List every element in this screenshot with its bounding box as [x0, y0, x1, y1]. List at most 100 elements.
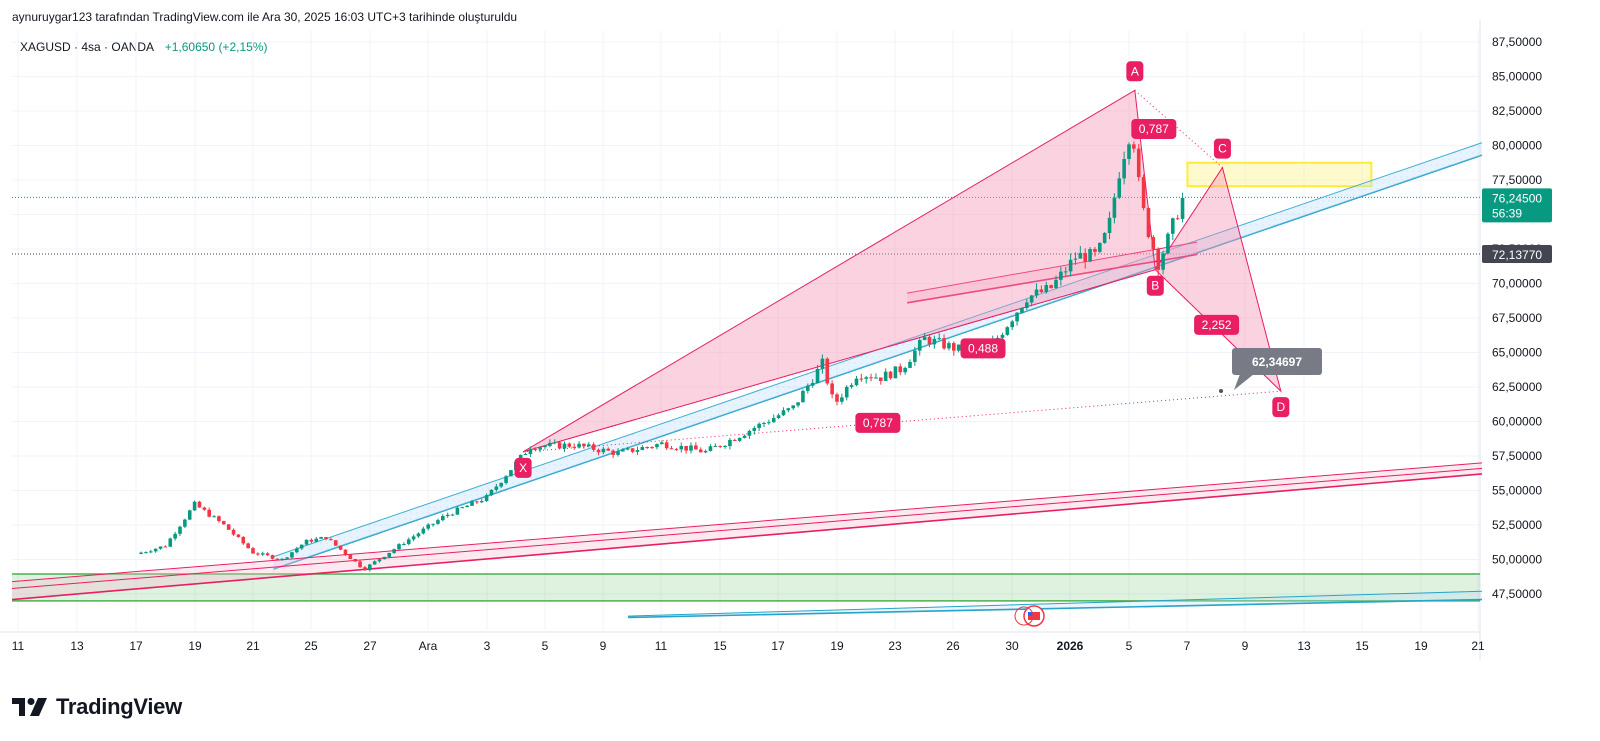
candle-up [801, 390, 805, 403]
time-tick: 5 [1126, 639, 1133, 653]
candle-up [144, 552, 148, 554]
pink-band-edge [11, 473, 1483, 601]
candle-up [421, 528, 426, 534]
candle-down [650, 447, 654, 449]
point-d-text: D [1277, 400, 1286, 414]
candle-up [932, 338, 937, 345]
point-x: X [514, 457, 532, 478]
ratio-label-1-text: 0,488 [968, 341, 998, 355]
candle-up [1068, 259, 1073, 272]
candle-up [192, 501, 197, 511]
time-tick: Ara [419, 639, 438, 653]
candle-up [431, 523, 435, 525]
candle-up [908, 361, 912, 368]
point-x-text: X [519, 461, 527, 475]
candle-down [309, 539, 314, 542]
candle-up [883, 371, 888, 381]
candle-up [903, 367, 907, 373]
candle-up [552, 442, 557, 444]
xd-ratio-line [523, 390, 1281, 453]
marked-price-tag-bg [1482, 244, 1552, 263]
candle-up [314, 538, 319, 542]
candle-down [533, 449, 538, 451]
candle-up [806, 385, 810, 391]
candle-up [187, 510, 192, 520]
ratio-label-0-text: 0,787 [1139, 122, 1169, 136]
candle-down [207, 509, 211, 517]
candle-up [820, 358, 825, 369]
current-price-countdown: 56:39 [1492, 206, 1522, 220]
candle-up [168, 538, 173, 547]
time-tick: 13 [70, 639, 84, 653]
candle-down [363, 567, 367, 571]
harmonic-pattern[interactable] [522, 89, 1282, 453]
tradingview-logo[interactable]: TradingView [12, 694, 182, 720]
candle-up [149, 551, 153, 553]
candle-up [1112, 197, 1117, 218]
candle-up [368, 564, 372, 571]
candle-down [353, 558, 357, 562]
candle-up [937, 338, 941, 340]
candle-up [776, 415, 781, 419]
candle-down [1156, 248, 1160, 270]
pink-band-edge [11, 462, 1483, 583]
candle-down [888, 371, 893, 379]
candle-up [504, 476, 508, 483]
candle-up [509, 470, 513, 477]
price-tick: 85,00000 [1492, 70, 1542, 84]
candle-up [1117, 178, 1122, 198]
symbol-name: XAGUSD · 4sa · OANDA [20, 40, 154, 54]
time-tick: 15 [1355, 639, 1369, 653]
candle-down [596, 449, 601, 453]
candle-down [333, 540, 338, 546]
candle-up [183, 519, 187, 527]
ratio-label-1: 0,488 [960, 338, 1006, 359]
candle-up [728, 439, 732, 446]
time-axis[interactable]: 11 13 17 19 21 25 27 Ara 3 5 9 11 15 17 19 23 26 30 2026 5 7… [12, 605, 1485, 653]
candle-down [348, 554, 353, 559]
point-b-bg [1146, 275, 1164, 296]
pink-bd-band-edge [906, 241, 1198, 294]
candle-up [713, 445, 718, 447]
candle-up [543, 445, 547, 448]
candle-up [1107, 217, 1112, 234]
candle-up [377, 559, 382, 562]
candle-up [1166, 233, 1170, 254]
lower-channel-edge [627, 590, 1483, 617]
point-c-text: C [1218, 142, 1227, 156]
point-x-bg [514, 457, 532, 478]
candle-up [757, 423, 761, 429]
price-tick: 65,00000 [1492, 346, 1542, 360]
chart-caption: aynuruygar123 tarafından TradingView.com… [12, 10, 518, 24]
target-callout: 62,34697 [1219, 348, 1322, 393]
price-axis[interactable]: 87,50000 85,00000 82,50000 80,00000 77,50000… [1482, 35, 1552, 601]
target-zone [1186, 161, 1373, 188]
candle-down [1039, 289, 1044, 293]
candle-down [830, 383, 834, 395]
candle-down [674, 449, 679, 451]
price-tick: 52,50000 [1492, 518, 1542, 532]
candle-up [158, 546, 163, 549]
candle-up [655, 444, 659, 448]
candle-up [1000, 334, 1005, 338]
candle-up [791, 405, 795, 409]
candle-up [406, 539, 411, 545]
pink-bd-band-edge [906, 253, 1198, 304]
point-a-text: A [1131, 64, 1139, 78]
candle-up [212, 516, 216, 518]
price-tick: 67,50000 [1492, 311, 1542, 325]
candle-down [1083, 252, 1087, 262]
candle-up [864, 377, 868, 379]
candle-up [577, 443, 581, 448]
candle-up [893, 366, 898, 379]
time-tick: 27 [363, 639, 377, 653]
candle-up [479, 500, 484, 503]
candle-up [1034, 289, 1039, 296]
candle-down [557, 442, 562, 449]
candle-up [796, 402, 800, 406]
candle-down [879, 377, 883, 381]
zones [12, 161, 1480, 602]
candle-down [567, 443, 572, 447]
candle-down [630, 448, 635, 452]
